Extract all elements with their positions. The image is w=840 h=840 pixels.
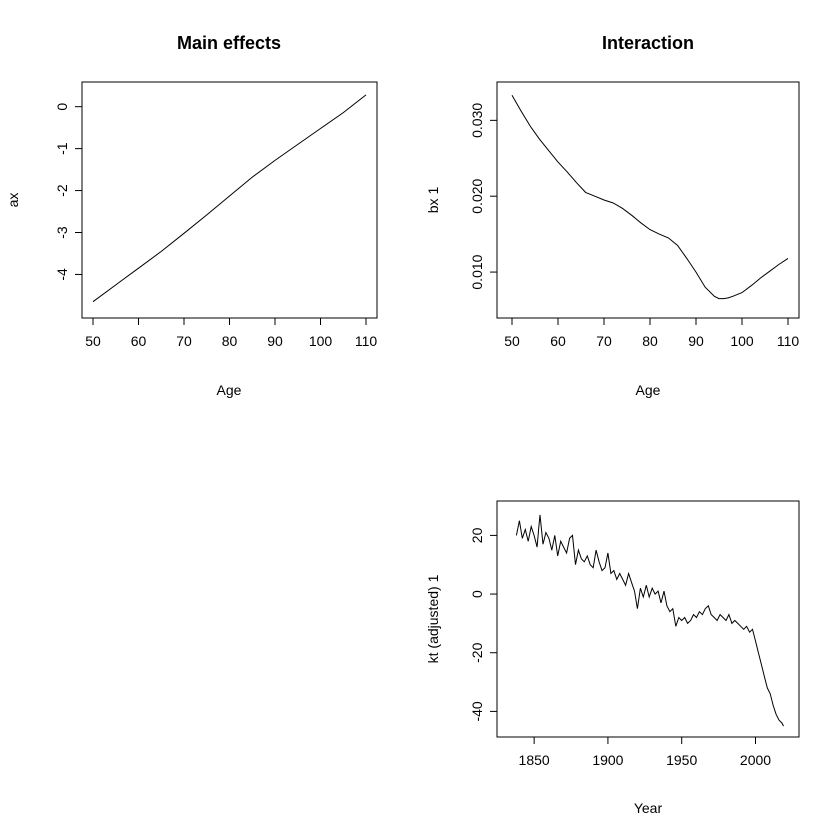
y-axis-label: bx 1 [425, 187, 441, 214]
x-axis-label: Age [636, 382, 661, 398]
x-tick-label: 70 [176, 333, 192, 349]
x-tick-label: 100 [309, 333, 333, 349]
x-axis-ticks: 1850 1900 1950 2000 [519, 737, 771, 768]
plot-frame [81, 81, 378, 319]
y-tick-label: -20 [469, 642, 485, 662]
plot-frame [496, 500, 800, 738]
y-tick-label: -1 [54, 142, 70, 155]
plot-frame [496, 81, 800, 319]
y-tick-label: 0.020 [469, 178, 485, 213]
x-tick-label: 1850 [519, 752, 550, 768]
y-tick-label: -4 [54, 268, 70, 281]
y-tick-label: 0.010 [469, 254, 485, 289]
x-tick-label: 50 [504, 333, 520, 349]
series-line [92, 94, 367, 303]
panel-main-effects: Main effects Age ax 50 60 70 80 90 100 110 0 -1… [5, 33, 378, 398]
y-tick-label: -40 [469, 701, 485, 721]
series-line [515, 514, 784, 727]
y-axis-ticks: 20 0 -20 -40 [469, 527, 497, 722]
y-axis-label: ax [5, 193, 21, 208]
y-tick-label: 20 [469, 527, 485, 543]
panel-interaction: Interaction Age bx 1 50 60 70 80 90 100 110 0.… [425, 33, 800, 398]
y-axis-ticks: 0 -1 -2 -3 -4 [54, 103, 82, 281]
y-tick-label: -2 [54, 184, 70, 197]
x-tick-label: 60 [550, 333, 566, 349]
y-tick-label: -3 [54, 226, 70, 239]
x-tick-label: 110 [355, 333, 378, 349]
x-tick-label: 1950 [666, 752, 697, 768]
x-tick-label: 110 [777, 333, 800, 349]
panel-kt: Year kt (adjusted) 1 1850 1900 1950 2000 20… [425, 500, 800, 816]
x-axis-label: Year [634, 800, 663, 816]
x-axis-ticks: 50 60 70 80 90 100 110 [85, 318, 377, 349]
y-axis-label: kt (adjusted) 1 [425, 574, 441, 663]
chart-title: Interaction [602, 33, 694, 53]
y-tick-label: 0.030 [469, 103, 485, 138]
y-tick-label: 0 [469, 590, 485, 598]
x-tick-label: 90 [267, 333, 283, 349]
x-tick-label: 2000 [740, 752, 771, 768]
series-line [511, 95, 789, 300]
x-tick-label: 80 [642, 333, 658, 349]
y-tick-label: 0 [54, 103, 70, 111]
x-tick-label: 90 [688, 333, 704, 349]
x-tick-label: 1900 [592, 752, 623, 768]
x-axis-label: Age [217, 382, 242, 398]
x-tick-label: 80 [222, 333, 238, 349]
x-tick-label: 50 [85, 333, 101, 349]
x-tick-label: 100 [730, 333, 754, 349]
y-axis-ticks: 0.010 0.020 0.030 [469, 103, 497, 290]
x-tick-label: 70 [596, 333, 612, 349]
x-tick-label: 60 [131, 333, 147, 349]
chart-title: Main effects [177, 33, 281, 53]
x-axis-ticks: 50 60 70 80 90 100 110 [504, 318, 799, 349]
